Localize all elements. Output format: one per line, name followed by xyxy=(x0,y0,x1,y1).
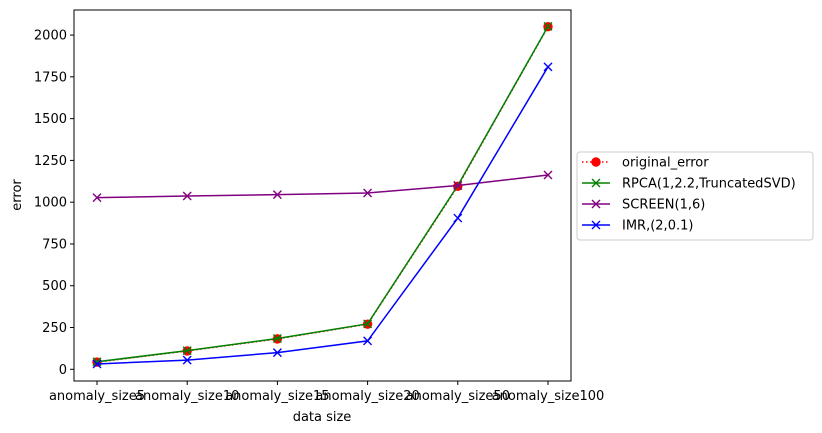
legend-marker xyxy=(591,157,601,167)
data-point xyxy=(543,62,553,72)
legend-label: original_error xyxy=(622,156,709,171)
data-point xyxy=(363,336,373,346)
data-point xyxy=(182,355,192,365)
plot-area xyxy=(73,9,572,382)
data-point xyxy=(92,359,102,369)
data-point xyxy=(272,348,282,358)
data-point xyxy=(453,213,463,223)
x-tick-label: anomaly_size20 xyxy=(315,389,419,404)
legend-marker xyxy=(591,199,601,209)
legend-item: original_error xyxy=(582,156,709,171)
data-point xyxy=(543,170,553,180)
y-tick-label: 2000 xyxy=(34,29,67,44)
y-tick-label: 250 xyxy=(42,321,67,336)
y-axis-label: error xyxy=(10,179,25,211)
legend-marker xyxy=(591,220,601,230)
legend-label: RPCA(1,2.2,TruncatedSVD) xyxy=(622,177,796,192)
legend-label: IMR,(2,0.1) xyxy=(622,219,693,234)
series-line xyxy=(96,26,549,363)
legend-item: IMR,(2,0.1) xyxy=(582,219,693,234)
x-tick-label: anomaly_size100 xyxy=(492,389,605,404)
legend-label: SCREEN(1,6) xyxy=(622,198,705,213)
data-point xyxy=(363,188,373,198)
data-point xyxy=(453,180,463,190)
legend-box xyxy=(576,151,814,241)
y-axis: 0 250 500 750 1000 1250 1500 1750 2000 xyxy=(34,29,74,378)
legend: original_error RPCA(1,2.2,TruncatedSVD) SC… xyxy=(576,151,814,241)
x-axis-label: data size xyxy=(293,410,352,425)
y-tick-label: 500 xyxy=(42,279,67,294)
data-point xyxy=(92,193,102,203)
series-3 xyxy=(92,62,553,369)
data-point xyxy=(182,191,192,201)
x-axis: anomaly_size5anomaly_size10anomaly_size1… xyxy=(49,381,604,404)
plot-frame xyxy=(73,9,572,382)
y-tick-label: 750 xyxy=(42,237,67,252)
y-tick-label: 1750 xyxy=(34,70,67,85)
y-tick-label: 1000 xyxy=(34,196,67,211)
y-tick-label: 0 xyxy=(59,363,67,378)
series-layer xyxy=(92,21,553,369)
legend-marker xyxy=(591,178,601,188)
legend-item: RPCA(1,2.2,TruncatedSVD) xyxy=(582,177,796,192)
data-point xyxy=(182,346,192,356)
legend-items: original_error RPCA(1,2.2,TruncatedSVD) SC… xyxy=(582,156,796,234)
series-line xyxy=(96,66,549,365)
x-tick-label: anomaly_size15 xyxy=(225,389,329,404)
data-point xyxy=(272,190,282,200)
data-point xyxy=(272,334,282,344)
x-tick-label: anomaly_size50 xyxy=(406,389,510,404)
data-point xyxy=(363,319,373,329)
data-point xyxy=(543,21,553,31)
series-line xyxy=(96,174,549,199)
series-2 xyxy=(92,170,553,203)
legend-item: SCREEN(1,6) xyxy=(582,198,705,213)
x-tick-label: anomaly_size5 xyxy=(49,389,145,404)
y-tick-label: 1500 xyxy=(34,112,67,127)
y-tick-label: 1250 xyxy=(34,154,67,169)
x-tick-label: anomaly_size10 xyxy=(135,389,239,404)
